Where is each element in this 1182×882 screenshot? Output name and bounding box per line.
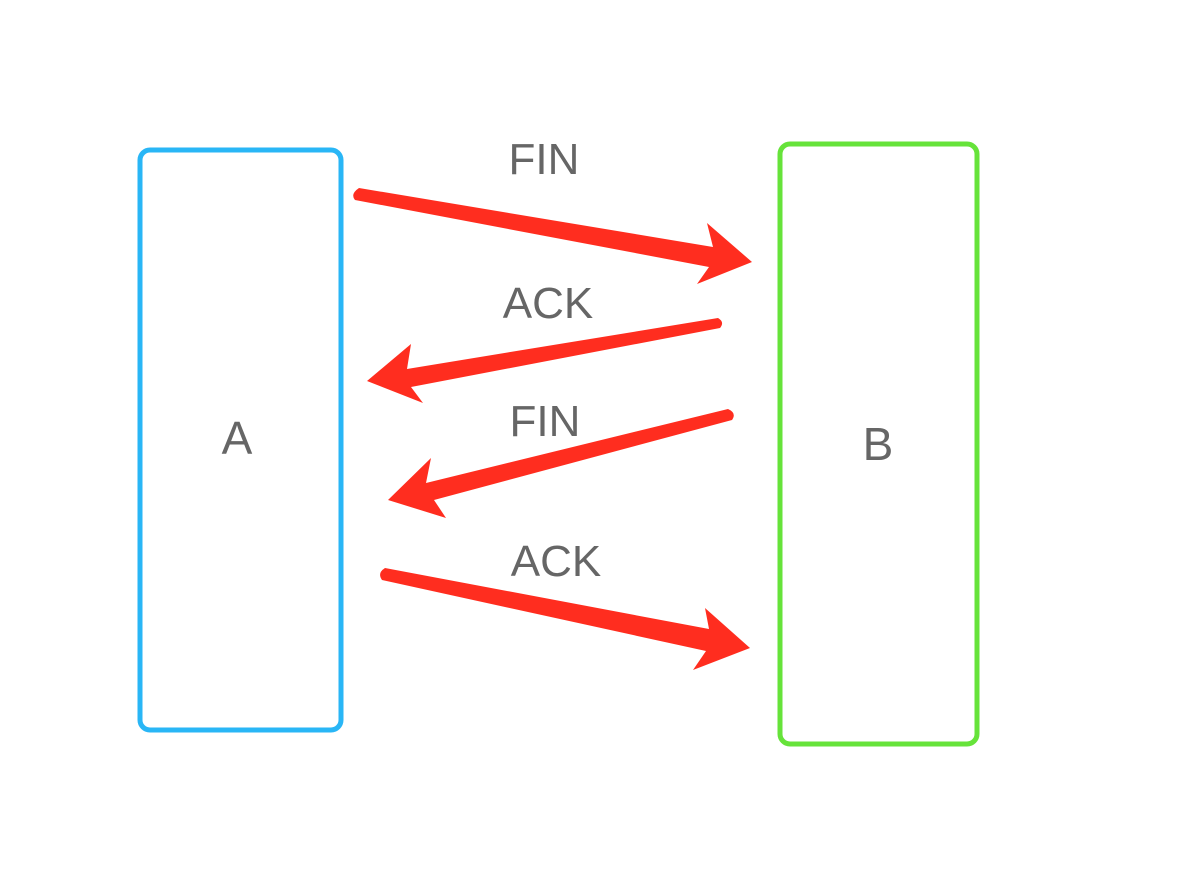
message-3-arrow (388, 409, 734, 518)
message-3-label: FIN (510, 397, 581, 446)
message-2-label: ACK (503, 279, 593, 328)
node-a-label: A (222, 412, 253, 464)
message-4: ACK (380, 537, 750, 670)
message-2-arrow (367, 318, 723, 403)
message-3: FIN (388, 397, 734, 518)
message-1-arrow (353, 188, 752, 284)
node-b-label: B (863, 418, 894, 470)
node-a-box (137, 147, 344, 733)
message-1: FIN (353, 135, 752, 284)
message-4-arrow (380, 568, 750, 670)
message-2: ACK (367, 279, 723, 403)
message-4-label: ACK (511, 537, 601, 586)
node-b-box (777, 141, 980, 747)
node-a: A (137, 147, 344, 733)
message-1-label: FIN (509, 135, 580, 184)
node-b: B (777, 141, 980, 747)
